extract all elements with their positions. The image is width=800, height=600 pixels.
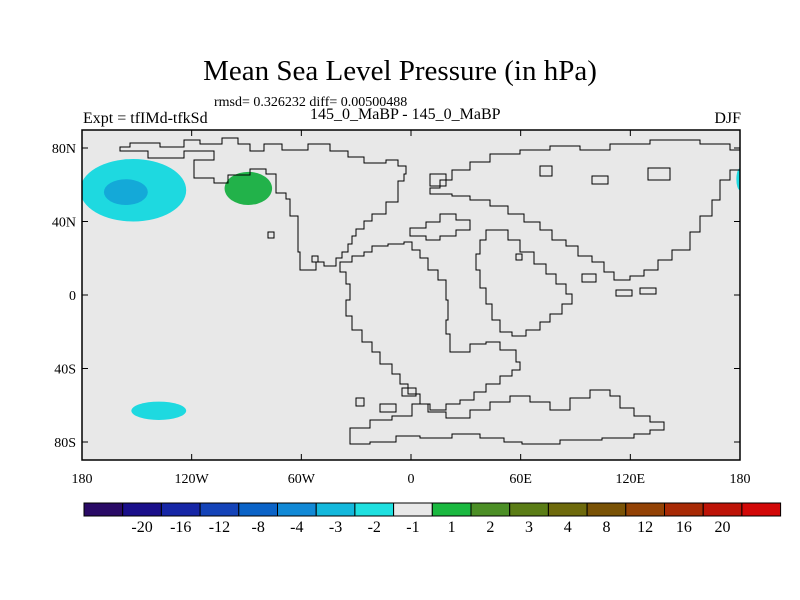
rmsd-diff-stats: rmsd= 0.326232 diff= 0.00500488 xyxy=(214,95,408,110)
coastline-europe xyxy=(409,213,471,241)
colorbar-label: -8 xyxy=(251,519,264,536)
colorbar-label: 8 xyxy=(602,519,610,536)
colorbar-swatch xyxy=(199,502,240,517)
coastline-africa xyxy=(475,229,573,337)
anomaly-date-line-low xyxy=(736,168,740,191)
colorbar-label: -2 xyxy=(368,519,381,536)
colorbar-label: -4 xyxy=(290,519,303,536)
colorbar-swatch xyxy=(625,502,665,517)
colorbar-label: -3 xyxy=(329,519,342,536)
experiment-label: Expt = tfIMd-tfkSd xyxy=(83,110,208,127)
colorbar-label: 16 xyxy=(676,519,692,536)
colorbar-swatch xyxy=(238,502,279,517)
colorbar-swatch xyxy=(122,502,162,517)
colorbar-swatch xyxy=(702,502,743,517)
colorbar-label: 20 xyxy=(715,519,731,536)
colorbar-swatch xyxy=(160,502,201,517)
colorbar-label: -16 xyxy=(170,519,191,536)
colorbar-label: -20 xyxy=(131,519,152,536)
colorbar-label: 3 xyxy=(525,519,533,536)
period-label: 145_0_MaBP - 145_0_MaBP xyxy=(310,106,501,123)
colorbar-swatch xyxy=(431,502,472,517)
colorbar-swatch xyxy=(393,502,433,517)
y-tick-label: 80S xyxy=(54,436,76,451)
x-tick-label: 120E xyxy=(616,472,646,487)
colorbar-swatch xyxy=(315,502,356,517)
axis-ticks: 180 120W 60W 0 60E 120E 180 80N 40N 0 40S 80S xyxy=(52,130,751,487)
anomaly-layer xyxy=(82,159,740,420)
coastline-antarctica xyxy=(349,389,665,445)
colorbar-swatch xyxy=(277,502,317,517)
anomaly-southern-ocean-low xyxy=(131,401,187,420)
season-label: DJF xyxy=(714,110,741,127)
colorbar-label: 1 xyxy=(448,519,456,536)
colorbar-label: 2 xyxy=(486,519,494,536)
coastline-islands-north xyxy=(429,165,671,187)
anomaly-north-pacific-low-inner xyxy=(103,179,148,205)
x-tick-label: 60E xyxy=(509,472,532,487)
colorbar-label: -1 xyxy=(406,519,419,536)
chart-title: Mean Sea Level Pressure (in hPa) xyxy=(203,55,597,87)
colorbar-swatch xyxy=(586,502,627,517)
colorbar-swatch xyxy=(547,502,588,517)
colorbar-swatch xyxy=(354,502,395,517)
x-tick-label: 0 xyxy=(408,472,415,487)
x-tick-label: 120W xyxy=(175,472,210,487)
colorbar-swatch xyxy=(83,502,124,517)
colorbar-label: -12 xyxy=(209,519,230,536)
colorbar-swatch xyxy=(470,502,511,517)
y-tick-label: 40S xyxy=(54,363,76,378)
x-tick-label: 60W xyxy=(288,472,316,487)
y-tick-label: 0 xyxy=(69,289,76,304)
y-tick-label: 40N xyxy=(52,216,76,231)
colorbar-label: 4 xyxy=(564,519,572,536)
colorbar: -20 -16 -12 -8 -4 -3 -2 -1 1 2 3 4 8 12 16 20 xyxy=(83,502,782,536)
coastline-asia xyxy=(429,139,740,281)
colorbar-swatch xyxy=(741,502,782,517)
colorbar-label: 12 xyxy=(637,519,653,536)
coastline-islands-south xyxy=(267,231,657,413)
map-background xyxy=(82,130,740,460)
x-tick-label: 180 xyxy=(730,472,751,487)
x-tick-label: 180 xyxy=(72,472,93,487)
anomaly-north-america-high xyxy=(224,171,273,205)
coastline-south-america xyxy=(339,241,521,411)
coastline-north-america xyxy=(119,137,407,271)
colorbar-swatch xyxy=(664,502,704,517)
y-tick-label: 80N xyxy=(52,142,76,157)
coastlines xyxy=(119,137,740,445)
colorbar-swatch xyxy=(509,502,549,517)
